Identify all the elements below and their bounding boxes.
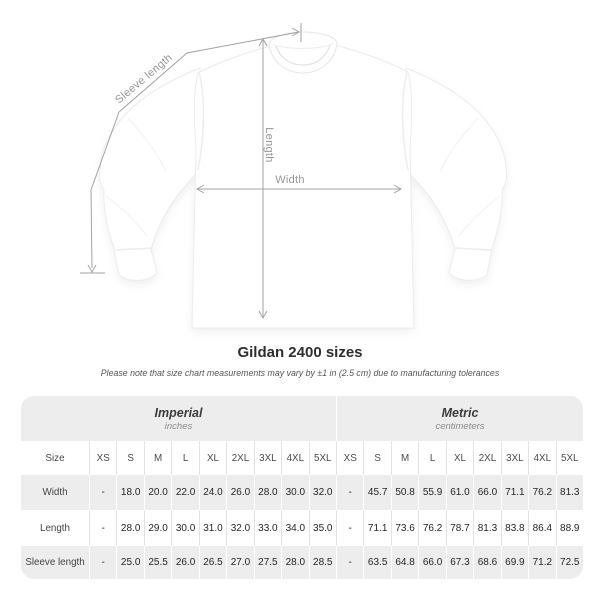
- size-header-metric: 5XL: [555, 441, 583, 475]
- measurement-cell-metric: 71.1: [363, 510, 390, 546]
- measurement-cell-metric: 67.3: [445, 546, 474, 579]
- measurement-cell-metric: 61.0: [445, 475, 474, 510]
- measurement-cell-metric: 69.9: [500, 546, 529, 579]
- size-column-header: Size: [45, 452, 65, 464]
- measurement-cell-metric: 45.7: [363, 475, 391, 510]
- width-label: Width: [275, 174, 305, 186]
- length-measure-line: Length: [258, 37, 275, 320]
- size-header-imperial: XS: [89, 441, 116, 475]
- measurement-cell-metric: 68.6: [473, 546, 501, 579]
- measurement-cell-imperial: 30.0: [171, 510, 198, 546]
- product-measurement-diagram: Sleeve length Length Width: [80, 23, 508, 332]
- measurement-cell-imperial: 26.0: [226, 475, 254, 510]
- measurement-cell-metric: 81.3: [473, 510, 500, 546]
- size-header-imperial: XL: [198, 441, 226, 475]
- row-label: Length: [40, 522, 70, 534]
- measurement-cell-metric: 72.5: [555, 546, 583, 579]
- measurement-cell-imperial: -: [89, 546, 117, 579]
- shirt-seam-lines: [105, 71, 501, 251]
- measurement-cell-metric: 71.2: [528, 546, 556, 579]
- measurement-cell-imperial: 29.0: [143, 510, 171, 546]
- measurement-cell-imperial: 24.0: [198, 475, 227, 510]
- measurement-cell-imperial: 26.0: [171, 546, 199, 579]
- measurement-cell-imperial: 26.5: [198, 546, 227, 579]
- size-header-imperial: S: [116, 441, 143, 475]
- measurement-cell-metric: 81.3: [555, 475, 583, 510]
- unit-group-subtitle: inches: [164, 420, 193, 432]
- collar: [268, 31, 338, 74]
- length-label: Length: [263, 127, 275, 162]
- row-label: Sleeve length: [21, 546, 89, 579]
- measurement-cell-metric: 63.5: [363, 546, 391, 579]
- size-table: Imperial inches Metric centimeters Size X…: [21, 396, 583, 579]
- measurement-cell-metric: 55.9: [418, 475, 446, 510]
- measurement-cell-imperial: -: [89, 475, 117, 510]
- measurement-cell-imperial: 30.0: [281, 475, 309, 510]
- measurement-cell-imperial: 22.0: [171, 475, 199, 510]
- measurement-cell-imperial: 18.0: [116, 475, 144, 510]
- row-label: Width: [21, 475, 89, 510]
- measurement-cell-metric: 66.0: [473, 475, 501, 510]
- unit-group-name: Imperial: [154, 405, 203, 420]
- measurement-cell-imperial: 28.0: [281, 546, 309, 579]
- measurement-cell-imperial: 27.5: [253, 546, 282, 579]
- size-header-metric: M: [390, 441, 418, 475]
- size-header-metric: 2XL: [473, 441, 500, 475]
- measurement-cell-imperial: 32.0: [226, 510, 253, 546]
- measurement-cell-metric: 73.6: [390, 510, 418, 546]
- unit-group-name: Metric: [441, 405, 479, 420]
- measurement-cell-metric: 50.8: [390, 475, 419, 510]
- page-title: Gildan 2400 sizes: [237, 344, 363, 361]
- size-header-imperial: 3XL: [253, 441, 281, 475]
- measurement-cell-imperial: 35.0: [308, 510, 336, 546]
- size-header-metric: XS: [336, 441, 363, 475]
- shirt-body: [191, 44, 415, 329]
- long-sleeve-shirt-illustration: Sleeve length Length Width: [80, 23, 508, 332]
- size-header-imperial: 4XL: [281, 441, 308, 475]
- measurement-cell-imperial: 27.0: [226, 546, 254, 579]
- measurement-cell-imperial: 28.0: [116, 510, 143, 546]
- size-header-metric: XL: [445, 441, 473, 475]
- size-header-metric: 3XL: [500, 441, 528, 475]
- size-header-metric: L: [418, 441, 445, 475]
- measurement-cell-imperial: 31.0: [198, 510, 226, 546]
- measurement-cell-imperial: 34.0: [281, 510, 308, 546]
- width-measure-line: Width: [195, 174, 403, 194]
- shirt-body-and-sleeves: [98, 44, 508, 329]
- measurement-cell-metric: -: [336, 546, 364, 579]
- measurement-cell-metric: 76.2: [528, 475, 556, 510]
- measurement-cell-imperial: 33.0: [253, 510, 281, 546]
- size-header-imperial: 5XL: [308, 441, 336, 475]
- measurement-cell-metric: 64.8: [390, 546, 419, 579]
- measurement-cell-metric: -: [336, 475, 364, 510]
- measurement-cell-imperial: 25.5: [143, 546, 172, 579]
- measurement-cell-metric: 88.9: [555, 510, 583, 546]
- measurement-cell-imperial: 20.0: [143, 475, 172, 510]
- measurement-cell-imperial: 32.0: [308, 475, 336, 510]
- measurement-cell-metric: 71.1: [500, 475, 529, 510]
- size-header-imperial: M: [143, 441, 171, 475]
- measurement-cell-imperial: 28.0: [253, 475, 282, 510]
- measurement-cell-metric: 78.7: [445, 510, 473, 546]
- unit-group-metric: Metric centimeters: [336, 396, 583, 441]
- unit-group-imperial: Imperial inches: [21, 396, 336, 441]
- measurement-cell-imperial: -: [89, 510, 116, 546]
- measurement-cell-imperial: 25.0: [116, 546, 144, 579]
- measurement-cell-metric: 76.2: [418, 510, 445, 546]
- size-header-metric: 4XL: [528, 441, 555, 475]
- measurement-cell-metric: 66.0: [418, 546, 446, 579]
- tolerance-note: Please note that size chart measurements…: [100, 368, 500, 378]
- size-header-imperial: 2XL: [226, 441, 253, 475]
- measurement-cell-imperial: 28.5: [308, 546, 336, 579]
- size-header-metric: S: [363, 441, 390, 475]
- measurement-cell-metric: -: [336, 510, 363, 546]
- size-header-imperial: L: [171, 441, 198, 475]
- measurement-cell-metric: 86.4: [528, 510, 555, 546]
- unit-group-subtitle: centimeters: [435, 420, 485, 432]
- measurement-cell-metric: 83.8: [500, 510, 528, 546]
